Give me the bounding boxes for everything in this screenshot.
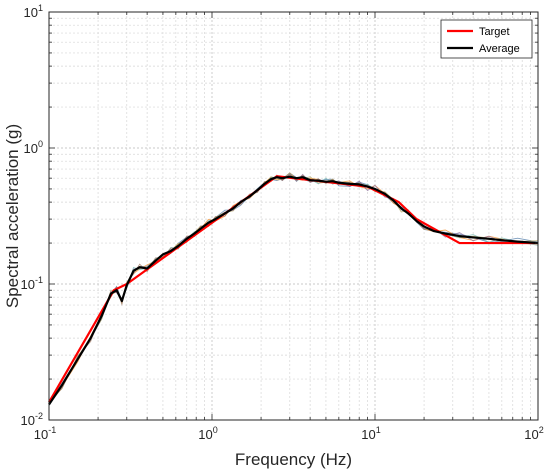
y-tick-label: 10-2 <box>21 411 43 428</box>
x-tick-label: 100 <box>198 425 217 442</box>
y-tick-label: 100 <box>24 139 43 156</box>
y-tick-label: 10-1 <box>21 275 43 292</box>
average-line <box>48 175 539 406</box>
x-tick-label: 10-1 <box>34 425 56 442</box>
legend-label-average: Average <box>479 43 520 55</box>
x-tick-label: 101 <box>361 425 380 442</box>
grid-layer <box>49 12 538 420</box>
legend: Target Average <box>440 19 533 59</box>
x-tick-label: 102 <box>524 425 543 442</box>
y-axis-label: Spectral acceleration (g) <box>3 124 22 308</box>
series-layer <box>48 172 539 407</box>
legend-label-target: Target <box>479 26 510 38</box>
legend-box <box>440 19 533 59</box>
y-tick-label: 101 <box>24 3 43 20</box>
x-axis-label: Frequency (Hz) <box>235 450 352 469</box>
plot-frame <box>48 11 539 421</box>
